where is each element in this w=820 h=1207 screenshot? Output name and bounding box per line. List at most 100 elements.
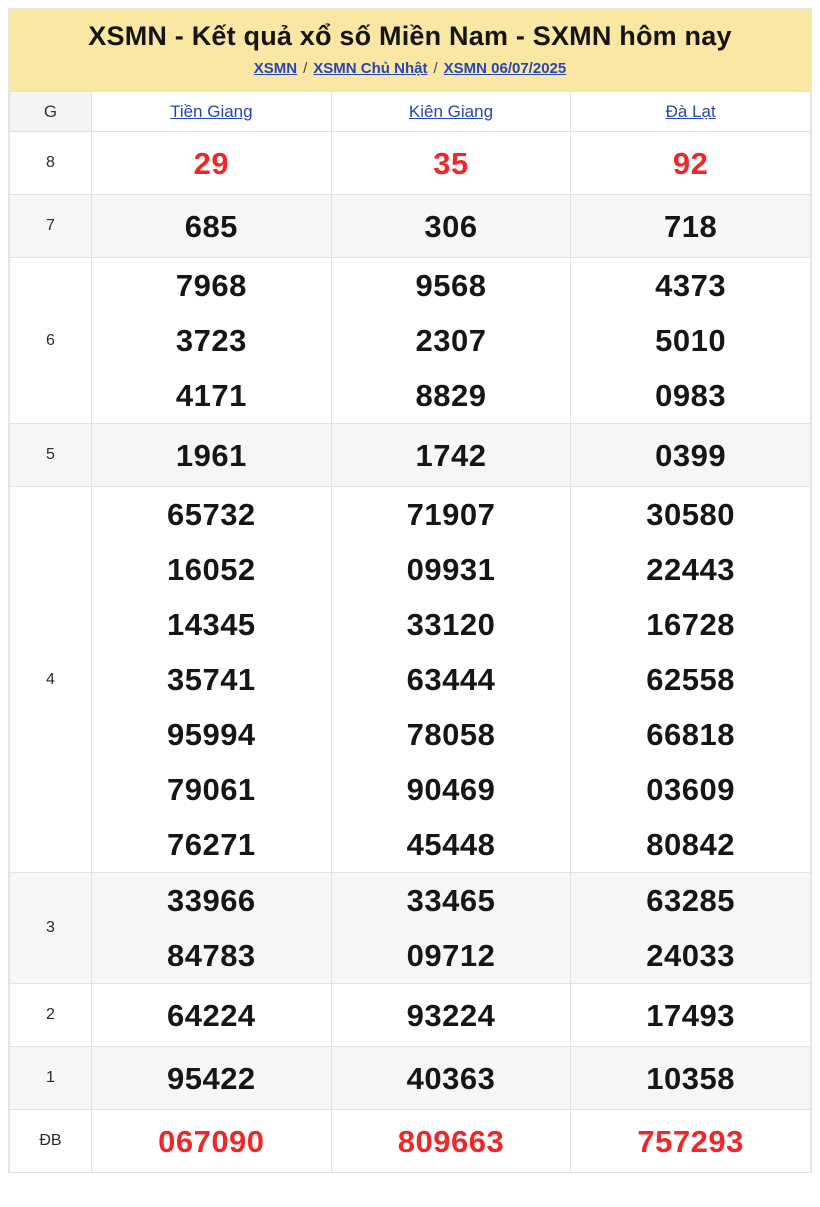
- result-number: 1961: [175, 437, 247, 473]
- result-number: 17493: [646, 997, 736, 1033]
- result-number: 84783: [166, 938, 256, 973]
- result-number: 757293: [637, 1123, 744, 1159]
- breadcrumb-separator: /: [303, 60, 308, 77]
- result-number: 9568: [415, 268, 487, 303]
- prize-label-3: 3: [9, 872, 92, 984]
- result-number: 067090: [158, 1123, 265, 1159]
- prize-row-7: 7 685 306 718: [9, 194, 811, 258]
- breadcrumb-link-1[interactable]: XSMN Chủ Nhật: [313, 60, 428, 77]
- result-cell-4-2: 30580 22443 16728 62558 66818 03609 80842: [570, 486, 811, 873]
- result-number: 4171: [175, 378, 247, 413]
- result-number: 16728: [646, 607, 736, 642]
- result-number: 3723: [175, 323, 247, 358]
- result-cell-6-0: 7968 3723 4171: [91, 257, 332, 424]
- prize-column-header: G: [9, 91, 92, 132]
- page-title: XSMN - Kết quả xổ số Miền Nam - SXMN hôm…: [88, 21, 732, 51]
- result-number: 66818: [646, 717, 736, 752]
- results-body: 8 29 35 92 7 685 306 718 6 7968 3723 4171 9568 2307 88…: [9, 131, 811, 1173]
- province-link-1[interactable]: Kiên Giang: [408, 101, 494, 121]
- prize-label-5: 5: [9, 423, 92, 487]
- result-number: 685: [184, 208, 238, 244]
- result-number: 03609: [646, 772, 736, 807]
- result-number: 30580: [646, 497, 736, 532]
- result-number: 80842: [646, 827, 736, 862]
- result-number: 809663: [397, 1123, 505, 1159]
- result-number: 78058: [406, 717, 496, 752]
- result-number: 79061: [166, 772, 256, 807]
- result-number: 35741: [166, 662, 256, 697]
- result-number: 8829: [415, 378, 487, 413]
- result-number: 4373: [655, 268, 727, 303]
- prize-row-4: 4 65732 16052 14345 35741 95994 79061 76271 7190…: [9, 486, 811, 873]
- prize-label-2: 2: [9, 983, 92, 1047]
- result-cell-7-2: 718: [570, 194, 811, 258]
- results-card: XSMN - Kết quả xổ số Miền Nam - SXMN hôm…: [8, 8, 812, 1173]
- result-cell-ĐB-2: 757293: [570, 1109, 811, 1173]
- prize-label-8: 8: [9, 131, 92, 195]
- result-number: 22443: [646, 552, 736, 587]
- result-number: 29: [193, 145, 230, 181]
- result-number: 76271: [166, 827, 256, 862]
- prize-row-6: 6 7968 3723 4171 9568 2307 8829 4373 5010 0983: [9, 257, 811, 424]
- result-number: 7968: [175, 268, 247, 303]
- result-number: 24033: [646, 938, 736, 973]
- prize-row-8: 8 29 35 92: [9, 131, 811, 195]
- result-number: 62558: [646, 662, 736, 697]
- results-table: G Tiền Giang Kiên Giang Đà Lạt 8 29 35 92 7 685…: [9, 91, 811, 1173]
- prize-label-4: 4: [9, 486, 92, 873]
- result-number: 63444: [406, 662, 496, 697]
- result-cell-ĐB-0: 067090: [91, 1109, 332, 1173]
- prize-row-5: 5 1961 1742 0399: [9, 423, 811, 487]
- breadcrumb-separator: /: [433, 60, 438, 77]
- column-header-1: Kiên Giang: [330, 91, 572, 132]
- result-cell-8-2: 92: [570, 131, 811, 195]
- result-number: 93224: [406, 997, 496, 1033]
- prize-label-7: 7: [9, 194, 92, 258]
- result-number: 90469: [406, 772, 496, 807]
- result-number: 1742: [415, 437, 487, 473]
- result-cell-ĐB-1: 809663: [330, 1109, 572, 1173]
- result-number: 71907: [406, 497, 496, 532]
- result-cell-3-1: 33465 09712: [330, 872, 572, 984]
- result-cell-8-1: 35: [330, 131, 572, 195]
- province-link-0[interactable]: Tiền Giang: [170, 101, 253, 121]
- column-header-2: Đà Lạt: [570, 91, 811, 132]
- result-number: 40363: [406, 1060, 496, 1096]
- province-link-2[interactable]: Đà Lạt: [665, 101, 716, 121]
- result-number: 92: [672, 145, 709, 181]
- result-number: 95994: [166, 717, 256, 752]
- result-number: 0983: [655, 378, 727, 413]
- result-number: 2307: [415, 323, 487, 358]
- result-cell-7-1: 306: [330, 194, 572, 258]
- result-cell-5-1: 1742: [330, 423, 572, 487]
- result-number: 65732: [166, 497, 256, 532]
- prize-label-6: 6: [9, 257, 92, 424]
- prize-row-1: 1 95422 40363 10358: [9, 1046, 811, 1110]
- result-number: 33465: [406, 883, 496, 918]
- result-cell-3-0: 33966 84783: [91, 872, 332, 984]
- header-banner: XSMN - Kết quả xổ số Miền Nam - SXMN hôm…: [9, 9, 811, 91]
- breadcrumb-link-2[interactable]: XSMN 06/07/2025: [443, 60, 567, 77]
- result-number: 16052: [166, 552, 256, 587]
- result-number: 718: [664, 208, 718, 244]
- result-cell-6-2: 4373 5010 0983: [570, 257, 811, 424]
- result-number: 5010: [655, 323, 727, 358]
- result-cell-1-2: 10358: [570, 1046, 811, 1110]
- result-number: 09931: [406, 552, 496, 587]
- prize-label-ĐB: ĐB: [9, 1109, 92, 1173]
- result-number: 306: [424, 208, 478, 244]
- result-number: 35: [433, 145, 469, 181]
- result-cell-7-0: 685: [91, 194, 332, 258]
- result-cell-5-0: 1961: [91, 423, 332, 487]
- result-number: 45448: [406, 827, 496, 862]
- result-number: 09712: [406, 938, 496, 973]
- breadcrumb: XSMN / XSMN Chủ Nhật / XSMN 06/07/2025: [17, 60, 803, 81]
- breadcrumb-link-0[interactable]: XSMN: [253, 60, 298, 77]
- result-cell-6-1: 9568 2307 8829: [330, 257, 572, 424]
- result-cell-1-0: 95422: [91, 1046, 332, 1110]
- result-number: 33120: [406, 607, 496, 642]
- result-number: 95422: [166, 1060, 256, 1096]
- result-number: 0399: [655, 437, 727, 473]
- result-cell-2-0: 64224: [91, 983, 332, 1047]
- result-cell-2-2: 17493: [570, 983, 811, 1047]
